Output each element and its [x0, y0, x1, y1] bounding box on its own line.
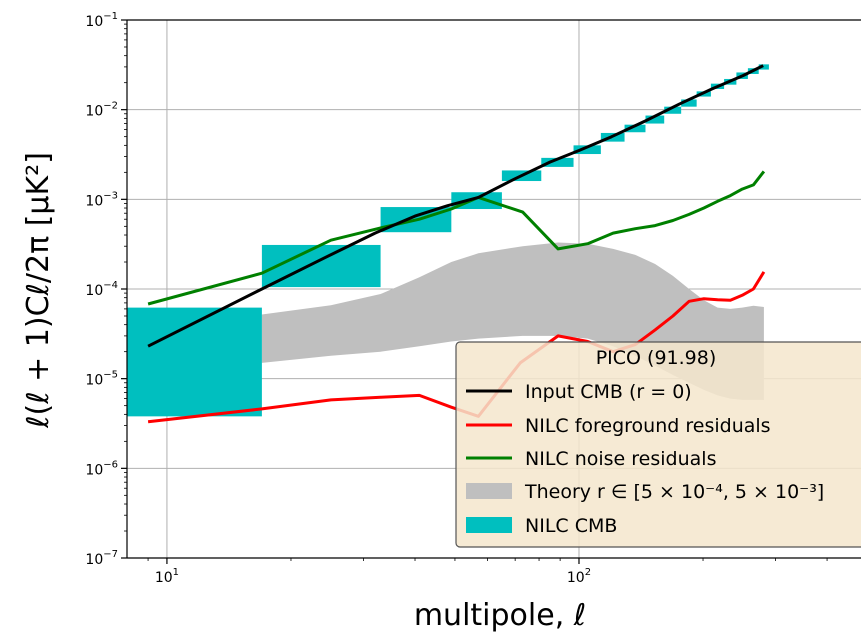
nilc-cmb-bin — [645, 115, 665, 124]
axes — [121, 19, 861, 564]
nilc-cmb-bin — [624, 124, 646, 133]
y-tick-label: 10−4 — [85, 280, 118, 299]
legend-label: NILC foreground residuals — [525, 415, 771, 437]
y-tick-label: 10−7 — [85, 549, 118, 568]
tick-labels: 10−7 10−6 10−5 10−4 10−3 10−2 10−1 101 102 — [85, 11, 591, 586]
legend-title: PICO (91.98) — [596, 347, 717, 369]
nilc-cmb-bin — [573, 145, 601, 155]
legend-label: NILC noise residuals — [525, 448, 716, 470]
legend-frame — [455, 341, 861, 548]
y-tick-label: 10−5 — [85, 370, 118, 389]
nilc-cmb-bin — [664, 106, 682, 114]
y-tick-label: 10−6 — [85, 459, 118, 478]
nilc-cmb-bin — [541, 157, 574, 167]
theory-band-area — [261, 242, 764, 400]
legend-swatch-patch — [466, 517, 512, 533]
y-axis-label: ℓ(ℓ + 1)Cℓ/2π [μK²] — [21, 152, 56, 429]
nilc-cmb-bin — [681, 99, 697, 107]
nilc-cmb-bin — [127, 307, 262, 417]
legend-swatch-patch — [466, 483, 512, 499]
y-tick-label: 10−2 — [85, 101, 118, 120]
x-tick-label: 102 — [567, 567, 591, 586]
theory-band — [261, 242, 764, 400]
legend-label: Input CMB (r = 0) — [525, 381, 692, 403]
legend: PICO (91.98) Input CMB (r = 0) NILC foreg… — [455, 341, 861, 548]
input-cmb-line — [147, 64, 764, 348]
y-tick-label: 10−1 — [85, 11, 118, 30]
x-tick-label: 101 — [155, 567, 179, 586]
y-tick-label: 10−3 — [85, 190, 118, 209]
legend-label: Theory r ∈ [5 × 10⁻⁴, 5 × 10⁻³] — [524, 481, 824, 503]
legend-label: NILC CMB — [525, 515, 617, 537]
x-axis-label: multipole, ℓ — [414, 598, 586, 633]
